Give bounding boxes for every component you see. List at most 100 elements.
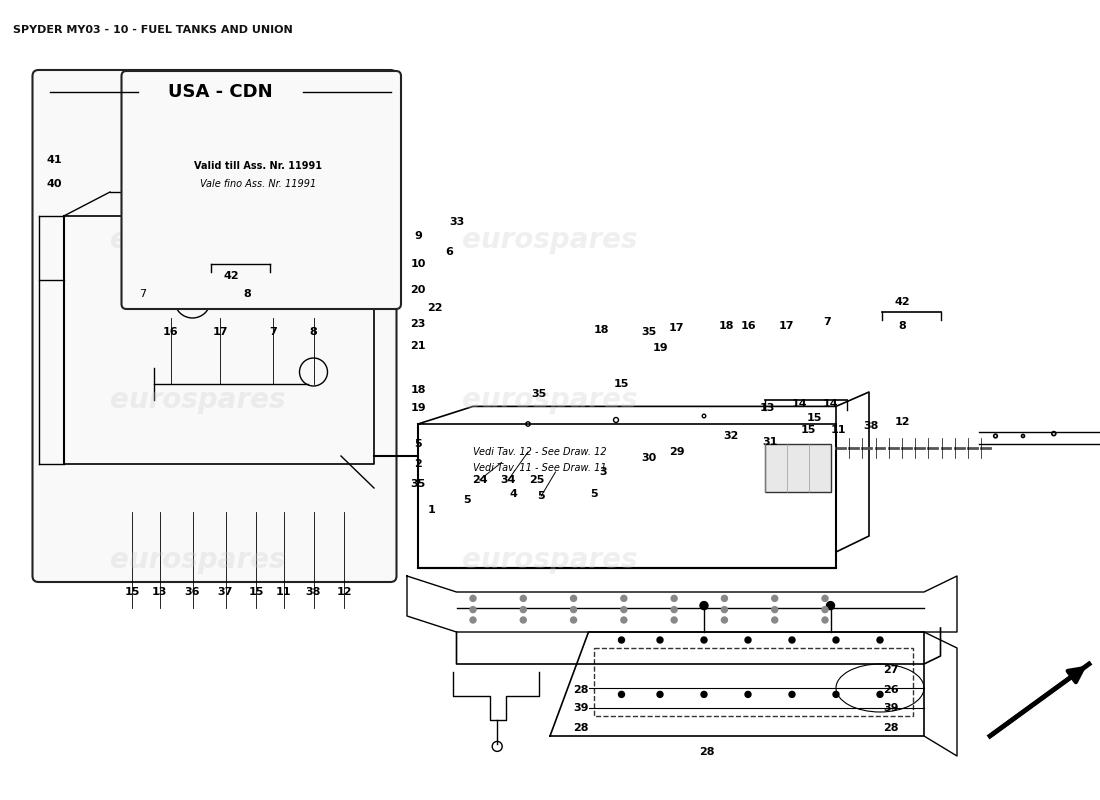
- Circle shape: [772, 595, 778, 602]
- Text: 5: 5: [415, 439, 421, 449]
- Text: 38: 38: [864, 421, 879, 430]
- FancyBboxPatch shape: [121, 71, 402, 309]
- Circle shape: [877, 637, 883, 643]
- Text: 23: 23: [410, 319, 426, 329]
- Text: 21: 21: [410, 341, 426, 350]
- Text: 9: 9: [414, 231, 422, 241]
- Text: eurospares: eurospares: [462, 546, 638, 574]
- Text: 18: 18: [594, 325, 609, 334]
- Text: 5: 5: [538, 491, 544, 501]
- Text: 35: 35: [410, 479, 426, 489]
- Text: 15: 15: [801, 426, 816, 435]
- Circle shape: [701, 691, 707, 698]
- Circle shape: [772, 617, 778, 623]
- Text: 7: 7: [823, 318, 832, 327]
- Text: 7: 7: [140, 290, 146, 299]
- Circle shape: [826, 602, 835, 610]
- Text: 28: 28: [573, 685, 588, 694]
- Text: 19: 19: [652, 343, 668, 353]
- Text: Valid till Ass. Nr. 11991: Valid till Ass. Nr. 11991: [195, 161, 322, 170]
- Text: 4: 4: [509, 490, 518, 499]
- Circle shape: [620, 617, 627, 623]
- Circle shape: [618, 637, 625, 643]
- Text: 17: 17: [779, 322, 794, 331]
- Text: 17: 17: [212, 327, 228, 337]
- Text: 18: 18: [410, 385, 426, 394]
- Text: 42: 42: [894, 298, 910, 307]
- Text: 2: 2: [414, 459, 422, 469]
- Text: 27: 27: [883, 666, 899, 675]
- Circle shape: [789, 637, 795, 643]
- Text: 15: 15: [124, 587, 140, 597]
- Text: eurospares: eurospares: [462, 386, 638, 414]
- Text: Vale fino Ass. Nr. 11991: Vale fino Ass. Nr. 11991: [200, 179, 317, 189]
- Text: 35: 35: [531, 389, 547, 398]
- Text: 7: 7: [268, 327, 277, 337]
- Circle shape: [877, 691, 883, 698]
- Text: 5: 5: [591, 490, 597, 499]
- Text: 31: 31: [762, 437, 778, 446]
- Circle shape: [620, 606, 627, 613]
- Text: 39: 39: [573, 703, 588, 713]
- Circle shape: [520, 595, 526, 602]
- Text: 8: 8: [243, 290, 252, 299]
- Text: 19: 19: [410, 403, 426, 413]
- Text: 15: 15: [614, 379, 629, 389]
- Circle shape: [671, 595, 678, 602]
- Text: eurospares: eurospares: [110, 546, 286, 574]
- Text: 18: 18: [718, 322, 734, 331]
- Circle shape: [700, 602, 708, 610]
- Text: Vedi Tav. 11 - See Draw. 11: Vedi Tav. 11 - See Draw. 11: [473, 463, 606, 473]
- Text: 40: 40: [46, 179, 62, 189]
- Circle shape: [745, 691, 751, 698]
- Text: 13: 13: [152, 587, 167, 597]
- Circle shape: [520, 617, 526, 623]
- Text: 1: 1: [427, 506, 436, 515]
- Circle shape: [657, 691, 663, 698]
- Circle shape: [657, 637, 663, 643]
- Circle shape: [671, 617, 678, 623]
- Circle shape: [470, 617, 476, 623]
- Text: 14: 14: [792, 399, 807, 409]
- Text: 30: 30: [641, 453, 657, 462]
- Text: 28: 28: [700, 747, 715, 757]
- Text: 11: 11: [276, 587, 292, 597]
- Text: 28: 28: [883, 723, 899, 733]
- Circle shape: [722, 606, 727, 613]
- Text: Vedi Tav. 12 - See Draw. 12: Vedi Tav. 12 - See Draw. 12: [473, 447, 606, 457]
- Text: 32: 32: [724, 431, 739, 441]
- Circle shape: [833, 691, 839, 698]
- Text: 22: 22: [427, 303, 442, 313]
- Text: 15: 15: [806, 413, 822, 422]
- Circle shape: [822, 606, 828, 613]
- Circle shape: [618, 691, 625, 698]
- Circle shape: [772, 606, 778, 613]
- Text: SPYDER MY03 - 10 - FUEL TANKS AND UNION: SPYDER MY03 - 10 - FUEL TANKS AND UNION: [13, 26, 293, 35]
- Circle shape: [520, 606, 526, 613]
- Text: eurospares: eurospares: [110, 226, 286, 254]
- Text: 12: 12: [894, 418, 910, 427]
- Circle shape: [470, 595, 476, 602]
- Circle shape: [833, 637, 839, 643]
- Text: eurospares: eurospares: [110, 386, 286, 414]
- Text: 16: 16: [740, 322, 756, 331]
- Text: 38: 38: [306, 587, 321, 597]
- Bar: [594, 648, 913, 716]
- Text: 36: 36: [185, 587, 200, 597]
- Circle shape: [722, 617, 727, 623]
- Circle shape: [571, 606, 576, 613]
- Text: 5: 5: [464, 495, 471, 505]
- Circle shape: [571, 617, 576, 623]
- Text: 29: 29: [669, 447, 684, 457]
- Text: 12: 12: [337, 587, 352, 597]
- Text: 3: 3: [600, 467, 606, 477]
- Circle shape: [789, 691, 795, 698]
- Circle shape: [822, 595, 828, 602]
- Text: 33: 33: [449, 218, 464, 227]
- Text: 25: 25: [529, 475, 544, 485]
- Text: 16: 16: [163, 327, 178, 337]
- Text: 24: 24: [472, 475, 487, 485]
- Circle shape: [822, 617, 828, 623]
- Text: 10: 10: [410, 259, 426, 269]
- Text: 34: 34: [500, 475, 516, 485]
